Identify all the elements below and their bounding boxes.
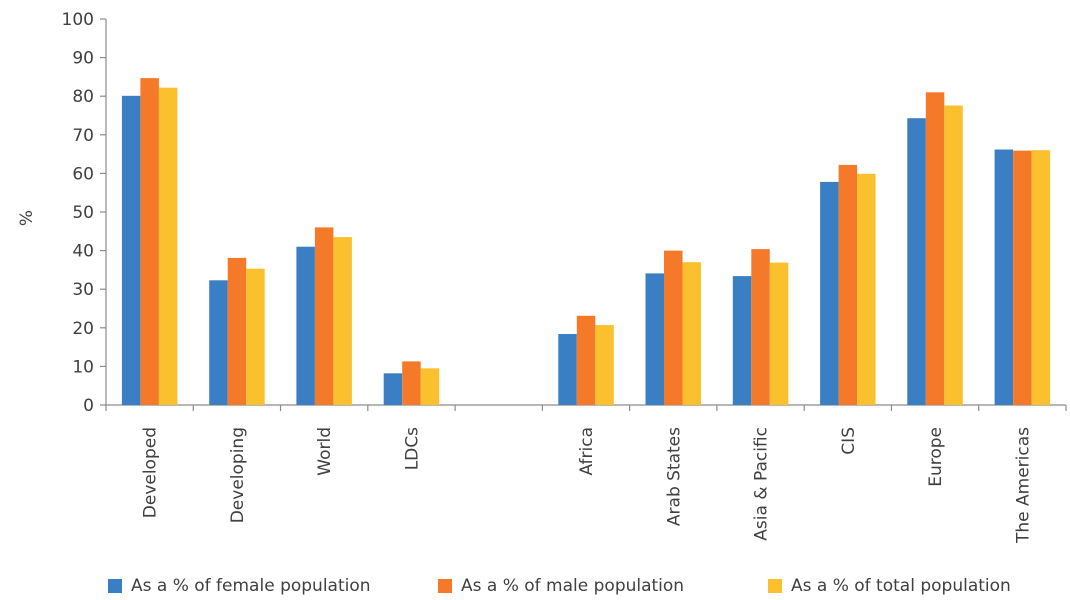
legend-label: As a % of female population: [131, 576, 371, 596]
x-category-label: World: [315, 427, 335, 476]
legend-swatch: [108, 579, 122, 593]
bar: [595, 325, 614, 405]
bar: [925, 92, 945, 406]
y-tick-label: 70: [72, 126, 94, 146]
bar: [314, 227, 334, 405]
x-axis: Developed Developing World LDCs Africa Arab S…: [105, 404, 1067, 544]
legend: As a % of female population As a % of mal…: [108, 576, 1070, 596]
bar: [246, 268, 265, 405]
x-category-label: CIS: [839, 427, 859, 455]
y-tick-label: 40: [72, 242, 94, 262]
bar: [121, 95, 141, 406]
bar: [209, 280, 228, 405]
bar: [333, 237, 352, 405]
x-category-label: Developed: [141, 427, 161, 518]
x-category-label: Developing: [228, 427, 248, 523]
y-axis: 0 10 20 30 40 50 60 70 80 90 100: [62, 10, 107, 416]
bars: [121, 78, 1051, 406]
bar: [296, 246, 315, 405]
bar: [1031, 150, 1051, 405]
x-category-label: Africa: [577, 427, 597, 476]
x-category-label: Asia & Pacific: [752, 427, 772, 541]
legend-item: As a % of female population: [108, 576, 438, 596]
bar: [227, 257, 247, 405]
bar: [682, 262, 701, 405]
bar: [1013, 150, 1032, 405]
bar: [664, 250, 683, 405]
x-category-label: Europe: [926, 427, 946, 487]
bar: [732, 276, 752, 405]
y-tick-label: 20: [72, 319, 94, 339]
bar: [857, 173, 876, 405]
y-axis-title: %: [17, 210, 37, 226]
bar: [420, 368, 440, 405]
bar: [994, 149, 1014, 405]
bar: [944, 105, 963, 405]
legend-swatch: [768, 579, 782, 593]
x-category-label: Arab States: [664, 427, 684, 526]
y-tick-label: 50: [72, 203, 94, 223]
bar: [140, 78, 159, 405]
bar: [576, 315, 596, 405]
y-tick-label: 0: [83, 396, 94, 416]
x-category-label: LDCs: [402, 427, 422, 470]
y-tick-label: 100: [62, 10, 94, 30]
bar: [769, 262, 789, 405]
y-tick-label: 80: [72, 87, 94, 107]
legend-label: As a % of total population: [791, 576, 1011, 596]
bar: [558, 334, 577, 405]
y-tick-label: 30: [72, 280, 94, 300]
legend-item: As a % of male population: [438, 576, 768, 596]
bar: [907, 118, 926, 405]
legend-swatch: [438, 579, 452, 593]
bar: [751, 249, 770, 405]
y-tick-label: 90: [72, 49, 94, 69]
y-tick-label: 60: [72, 164, 94, 184]
bar: [158, 87, 178, 405]
bar: [383, 373, 403, 405]
bar: [820, 181, 839, 405]
x-category-label: The Americas: [1013, 427, 1033, 544]
legend-label: As a % of male population: [461, 576, 685, 596]
y-tick-label: 10: [72, 357, 94, 377]
legend-item: As a % of total population: [768, 576, 1070, 596]
bar: [838, 164, 858, 405]
bar: [402, 361, 421, 405]
bar: [645, 273, 664, 405]
